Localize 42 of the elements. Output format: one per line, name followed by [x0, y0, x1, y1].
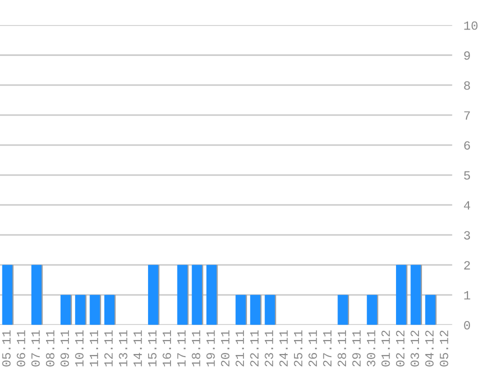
x-tick-label: 17.11 — [177, 330, 186, 366]
x-tick-label: 08.11 — [46, 330, 54, 366]
x-tick-label: 07.11 — [31, 330, 40, 366]
x-tick-label: 21.11 — [236, 330, 244, 366]
x-tick-label: 24.11 — [279, 330, 288, 366]
x-tick-label: 29.11 — [352, 330, 361, 366]
x-tick-label: 05.12 — [440, 330, 448, 366]
y-tick-label: 6 — [464, 141, 470, 150]
x-tick-label: 12.11 — [104, 330, 113, 366]
x-tick-label: 22.11 — [250, 330, 258, 366]
y-tick-label: 0 — [464, 321, 470, 330]
y-tick-label: 3 — [464, 231, 470, 240]
x-tick-label: 19.11 — [206, 330, 215, 366]
x-tick-label: 23.11 — [264, 330, 274, 366]
x-tick-label: 09.11 — [60, 330, 69, 366]
x-tick-label: 26.11 — [308, 330, 317, 366]
x-tick-label: 10.11 — [75, 330, 84, 366]
x-tick-label: 14.11 — [134, 330, 142, 366]
x-tick-label: 15.11 — [148, 330, 157, 366]
y-tick-label: 9 — [464, 51, 470, 60]
y-tick-label: 1 — [464, 291, 470, 300]
x-tick-label: 01.12 — [381, 330, 390, 366]
y-tick-label: 7 — [464, 111, 470, 120]
y-tick-label: 5 — [464, 171, 470, 180]
x-tick-label: 28.11 — [338, 330, 346, 366]
x-tick-label: 02.12 — [396, 330, 404, 366]
y-tick-label: 10 — [464, 21, 478, 30]
x-tick-label: 06.11 — [16, 330, 26, 366]
x-tick-label: 27.11 — [323, 330, 332, 366]
x-tick-label: 04.12 — [425, 330, 434, 366]
x-tick-label: 03.12 — [410, 330, 420, 366]
x-tick-label: 05.11 — [2, 330, 11, 366]
x-tick-label: 13.11 — [118, 330, 128, 366]
x-tick-label: 18.11 — [192, 330, 200, 366]
x-tick-label: 25.11 — [294, 330, 302, 366]
y-tick-label: 2 — [464, 261, 470, 270]
x-tick-label: 20.11 — [220, 330, 230, 366]
y-tick-label: 4 — [464, 201, 470, 210]
x-tick-label: 30.11 — [366, 330, 376, 366]
x-tick-label: 11.11 — [90, 330, 98, 366]
y-tick-label: 8 — [464, 81, 470, 90]
x-tick-label: 16.11 — [162, 330, 172, 366]
